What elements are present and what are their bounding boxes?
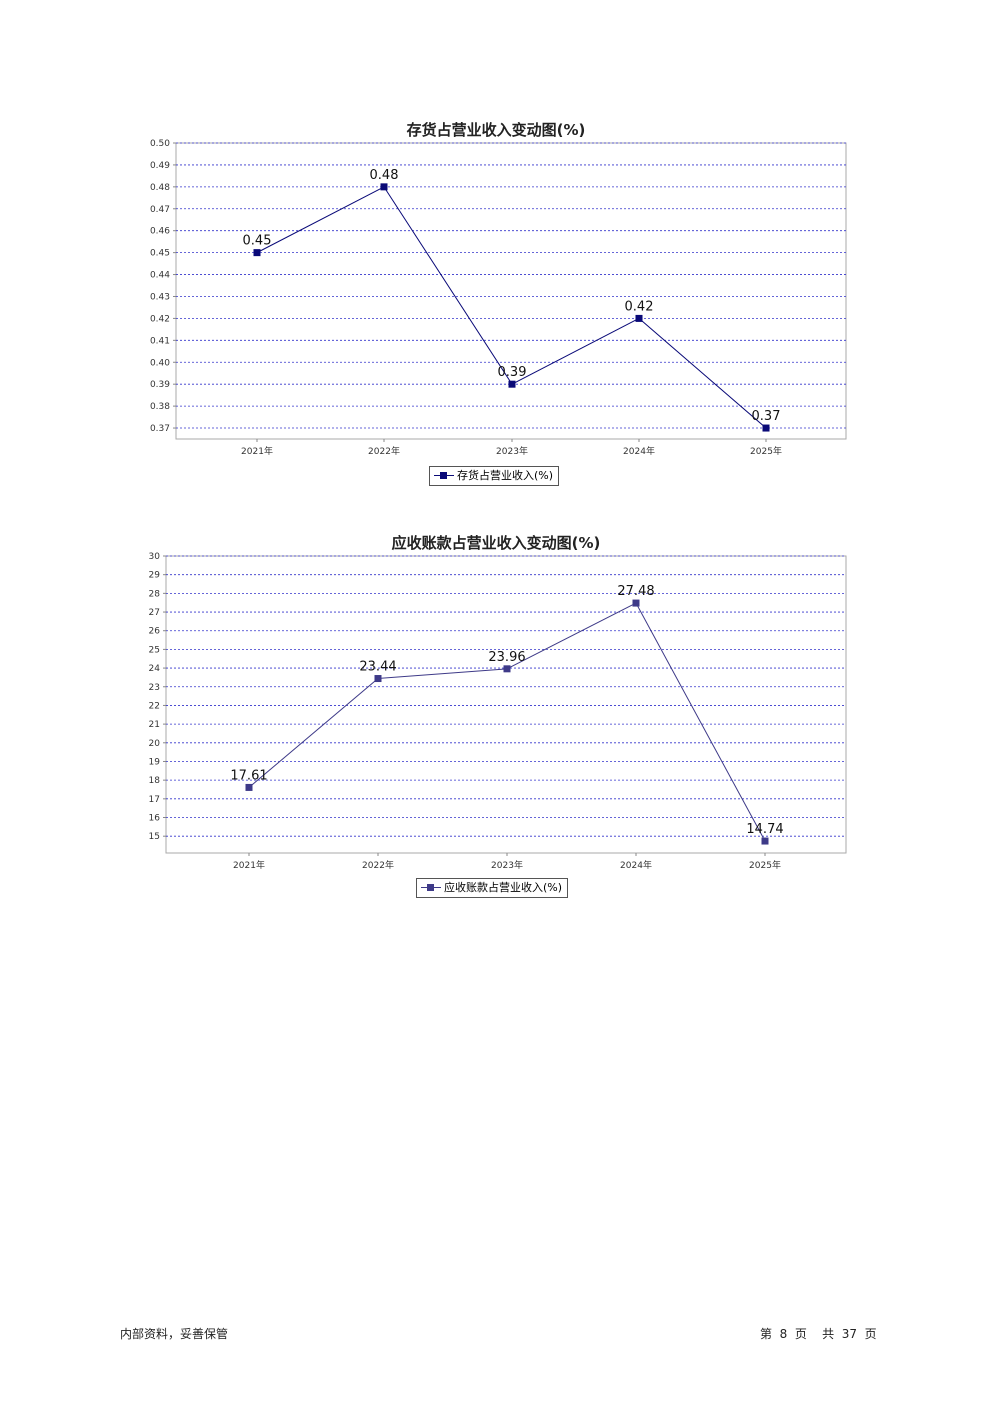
data-label: 27.48 — [617, 584, 654, 599]
data-point — [635, 314, 643, 322]
data-label: 23.44 — [359, 660, 396, 675]
data-point — [761, 837, 769, 845]
y-tick-label: 20 — [149, 739, 161, 749]
data-label: 0.39 — [498, 365, 527, 380]
y-tick-label: 0.37 — [150, 424, 170, 434]
y-tick-label: 15 — [149, 832, 160, 842]
y-tick-label: 0.50 — [150, 139, 170, 149]
y-tick-label: 0.48 — [150, 183, 170, 193]
x-tick-label: 2024年 — [623, 445, 655, 457]
x-tick-label: 2023年 — [496, 445, 528, 457]
y-tick-label: 24 — [149, 664, 161, 674]
data-point — [508, 380, 516, 388]
data-label: 23.96 — [488, 650, 525, 665]
y-tick-label: 0.39 — [150, 380, 170, 390]
y-tick-label: 17 — [149, 795, 160, 805]
y-tick-label: 30 — [149, 552, 161, 562]
x-tick-label: 2023年 — [491, 859, 523, 871]
chart2-title: 应收账款占营业收入变动图(%) — [391, 534, 601, 552]
y-tick-label: 0.45 — [150, 249, 170, 259]
x-tick-label: 2024年 — [620, 859, 652, 871]
y-tick-label: 25 — [149, 645, 160, 655]
chart2-plot: 15 16 17 18 19 20 21 22 23 24 25 26 27 28 29 30 2021年 202… — [149, 552, 847, 871]
y-tick-label: 0.42 — [150, 314, 170, 324]
data-point — [374, 675, 382, 683]
data-point — [245, 783, 253, 791]
y-tick-label: 28 — [149, 589, 161, 599]
y-tick-label: 0.38 — [150, 402, 170, 412]
data-point — [762, 424, 770, 432]
data-label: 0.45 — [243, 234, 272, 249]
chart1-legend-label: 存货占营业收入(%) — [457, 469, 554, 482]
chart1-legend: 存货占营业收入(%) — [429, 466, 560, 486]
y-tick-label: 0.41 — [150, 336, 170, 346]
y-tick-label: 0.47 — [150, 205, 170, 215]
x-tick-label: 2021年 — [241, 445, 273, 457]
y-tick-label: 0.40 — [150, 358, 170, 368]
y-tick-label: 27 — [149, 608, 160, 618]
chart2-legend: 应收账款占营业收入(%) — [416, 878, 569, 898]
footer-confidential-note: 内部资料，妥善保管 — [120, 1327, 229, 1341]
y-tick-label: 0.43 — [150, 292, 170, 302]
x-tick-label: 2025年 — [749, 859, 781, 871]
x-tick-label: 2022年 — [368, 445, 400, 457]
data-label: 0.37 — [752, 409, 781, 424]
data-point — [380, 183, 388, 191]
footer-page-number: 第 8 页 共 37 页 — [760, 1327, 877, 1341]
chart1-title: 存货占营业收入变动图(%) — [406, 121, 586, 139]
data-label: 17.61 — [230, 768, 267, 783]
data-label: 0.48 — [370, 168, 399, 183]
data-label: 14.74 — [746, 822, 783, 837]
y-tick-label: 0.44 — [150, 271, 170, 281]
y-tick-label: 26 — [149, 627, 161, 637]
plot-area — [165, 555, 847, 854]
data-point — [632, 599, 640, 607]
y-tick-label: 0.49 — [150, 161, 170, 171]
y-tick-label: 22 — [149, 701, 160, 711]
x-tick-label: 2022年 — [362, 859, 394, 871]
x-tick-label: 2025年 — [750, 445, 782, 457]
y-tick-label: 23 — [149, 683, 160, 693]
plot-area — [175, 142, 847, 440]
data-point — [503, 665, 511, 673]
y-tick-label: 18 — [149, 776, 161, 786]
data-label: 0.42 — [625, 299, 654, 314]
data-point — [253, 249, 261, 257]
chart1-plot: 0.37 0.38 0.39 0.40 0.41 0.42 0.43 0.44 0.45 0.46… — [150, 139, 847, 457]
y-tick-label: 0.46 — [150, 227, 170, 237]
legend-line-marker-icon — [421, 884, 441, 892]
x-tick-label: 2021年 — [233, 859, 265, 871]
y-tick-label: 19 — [149, 757, 161, 767]
chart2-legend-label: 应收账款占营业收入(%) — [444, 881, 563, 894]
y-tick-label: 29 — [149, 571, 161, 581]
legend-line-marker-icon — [434, 472, 454, 480]
y-tick-label: 21 — [149, 720, 160, 730]
y-tick-label: 16 — [149, 814, 161, 824]
